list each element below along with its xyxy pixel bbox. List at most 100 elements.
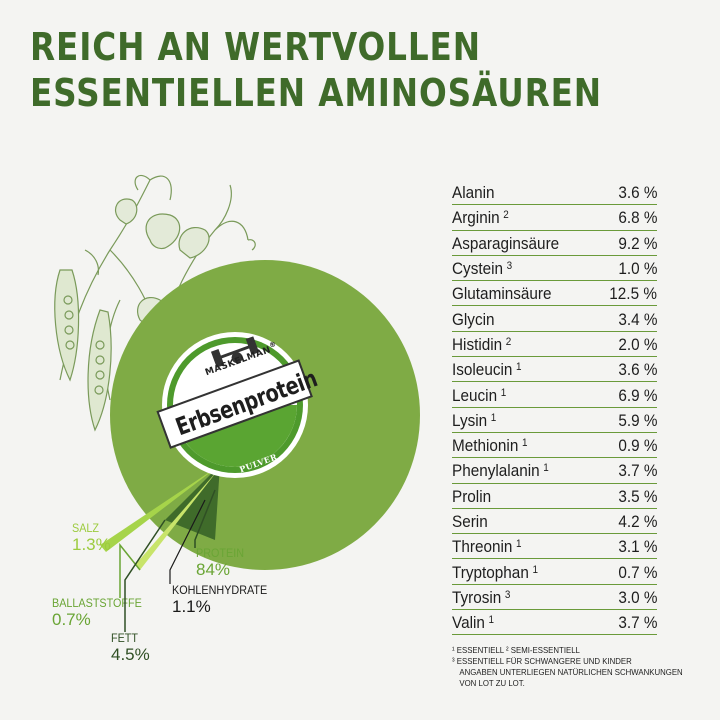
footnote-mark: 1 (488, 614, 495, 627)
amino-acid-name: Glutaminsäure (452, 284, 552, 304)
amino-acid-row: Tyrosin 3 3.0 % (452, 585, 657, 611)
nutrient-value: 1.1% (172, 597, 211, 616)
nutrient-ballaststoffe: BALLASTSTOFFE 0.7% (52, 597, 152, 628)
amino-acid-name: Serin (452, 512, 488, 532)
footnote-mark: 1 (515, 538, 522, 551)
amino-acid-value: 3.6 % (617, 360, 657, 380)
amino-acid-label: Threonin (452, 537, 513, 557)
footnote-mark: 1 (500, 386, 507, 399)
footnote-mark: 3 (506, 260, 513, 273)
footnote-mark: 1 (532, 563, 538, 576)
footnote-line: ANGABEN UNTERLIEGEN NATÜRLICHEN SCHWANKU… (459, 667, 683, 677)
amino-acid-row: Isoleucin 1 3.6 % (452, 357, 657, 383)
amino-acid-name: Glycin (452, 310, 495, 330)
amino-acid-value: 5.9 % (617, 410, 657, 430)
footnote-mark: 2 (505, 335, 512, 348)
amino-acid-name: Leucin 1 (452, 386, 506, 406)
footnotes: ¹ ESSENTIELL ² SEMI-ESSENTIELL ³ ESSENTI… (452, 645, 683, 689)
nutrient-label: BALLASTSTOFFE (52, 596, 142, 610)
amino-acid-value: 3.1 % (617, 537, 657, 557)
amino-acid-label: Leucin (452, 385, 498, 405)
amino-acid-label: Methionin (452, 436, 519, 456)
amino-acid-label: Arginin (452, 208, 500, 228)
footnote-mark: 3 (504, 588, 511, 601)
nutrient-value: 0.7% (52, 610, 91, 629)
amino-acid-value: 3.5 % (617, 486, 657, 506)
amino-acid-name: Methionin 1 (452, 436, 527, 456)
amino-acid-row: Phenylalanin 1 3.7 % (452, 458, 657, 484)
amino-acid-name: Threonin 1 (452, 537, 522, 557)
amino-acid-label: Asparaginsäure (452, 233, 560, 253)
amino-acid-row: Leucin 1 6.9 % (452, 382, 657, 408)
nutrient-label: SALZ (72, 521, 100, 535)
amino-acid-row: Asparaginsäure 9.2 % (452, 231, 657, 256)
amino-acid-row: Histidin 2 2.0 % (452, 332, 657, 358)
amino-acid-value: 3.6 % (617, 183, 657, 203)
amino-acid-label: Tyrosin (452, 587, 502, 607)
amino-acid-label: Histidin (452, 334, 503, 354)
amino-acid-value: 2.0 % (617, 334, 657, 354)
amino-acid-value: 3.7 % (617, 613, 657, 633)
amino-acid-row: Glycin 3.4 % (452, 306, 657, 332)
amino-acid-label: Alanin (452, 183, 495, 203)
amino-acid-label: Glutaminsäure (452, 284, 552, 304)
amino-acid-row: Lysin 1 5.9 % (452, 408, 657, 433)
nutrient-protein: PROTEIN 84% (196, 547, 249, 578)
amino-acid-value: 9.2 % (617, 233, 657, 253)
amino-acid-name: Phenylalanin 1 (452, 461, 549, 481)
nutrient-kohlenhydrate: KOHLENHYDRATE 1.1% (172, 584, 278, 615)
amino-acid-label: Serin (452, 512, 488, 531)
amino-acid-label: Cystein (452, 259, 504, 279)
nutrient-salz: SALZ 1.3% (72, 522, 111, 553)
amino-acid-row: Methionin 1 0.9 % (452, 433, 657, 459)
amino-acid-name: Tryptophan 1 (452, 563, 538, 583)
amino-acid-name: Histidin 2 (452, 335, 511, 355)
nutrient-value: 4.5% (111, 645, 150, 664)
footnote-mark: 1 (521, 437, 528, 450)
amino-acid-value: 1.0 % (617, 259, 657, 279)
footnote-mark: 1 (490, 411, 497, 424)
nutrient-value: 1.3% (72, 535, 111, 554)
amino-acid-row: Valin 1 3.7 % (452, 610, 657, 636)
amino-acid-row: Serin 4.2 % (452, 509, 657, 535)
nutrient-label: FETT (111, 631, 138, 645)
amino-acid-value: 0.9 % (617, 436, 657, 456)
nutrient-fett: FETT 4.5% (111, 632, 150, 663)
amino-acid-value: 3.7 % (617, 461, 657, 481)
footnote-mark: 1 (543, 462, 549, 475)
footnote-line: ¹ ESSENTIELL ² SEMI-ESSENTIELL (452, 645, 580, 655)
footnote-line: ³ ESSENTIELL FÜR SCHWANGERE UND KINDER (452, 656, 632, 666)
amino-acid-row: Tryptophan 1 0.7 % (452, 559, 657, 585)
title-line-1: REICH AN WERTVOLLEN (30, 25, 481, 69)
nutrient-label: KOHLENHYDRATE (172, 583, 268, 597)
footnote-line: VON LOT ZU LOT. (459, 678, 525, 688)
amino-acid-name: Prolin (452, 487, 491, 507)
amino-acid-value: 4.2 % (617, 512, 657, 531)
amino-acid-row: Threonin 1 3.1 % (452, 534, 657, 560)
product-badge (156, 332, 313, 478)
dumbbell-icon (210, 336, 260, 368)
amino-acid-table: Alanin 3.6 % Arginin 2 6.8 % Asparaginsäure 9.… (452, 180, 657, 636)
nutrient-label: PROTEIN (196, 546, 245, 560)
amino-acid-value: 6.8 % (617, 208, 657, 228)
amino-acid-label: Phenylalanin (452, 461, 540, 481)
amino-acid-value: 12.5 % (609, 284, 657, 304)
amino-acid-row: Arginin 2 6.8 % (452, 205, 657, 231)
amino-acid-name: Asparaginsäure (452, 234, 559, 254)
amino-acid-row: Prolin 3.5 % (452, 484, 657, 509)
amino-acid-row: Glutaminsäure 12.5 % (452, 281, 657, 307)
footnote-mark: 2 (503, 209, 509, 222)
title-line-2: ESSENTIELLEN AMINOSÄUREN (30, 71, 603, 115)
amino-acid-name: Valin 1 (452, 613, 494, 633)
amino-acid-label: Isoleucin (452, 360, 513, 380)
amino-acid-name: Alanin (452, 183, 495, 203)
amino-acid-label: Tryptophan (452, 562, 529, 582)
amino-acid-label: Lysin (452, 410, 488, 430)
amino-acid-name: Isoleucin 1 (452, 360, 522, 380)
footnote-mark: 1 (515, 361, 522, 374)
amino-acid-label: Valin (452, 613, 485, 633)
amino-acid-value: 0.7 % (617, 562, 657, 582)
amino-acid-value: 6.9 % (617, 385, 657, 405)
amino-acid-row: Cystein 3 1.0 % (452, 256, 657, 282)
